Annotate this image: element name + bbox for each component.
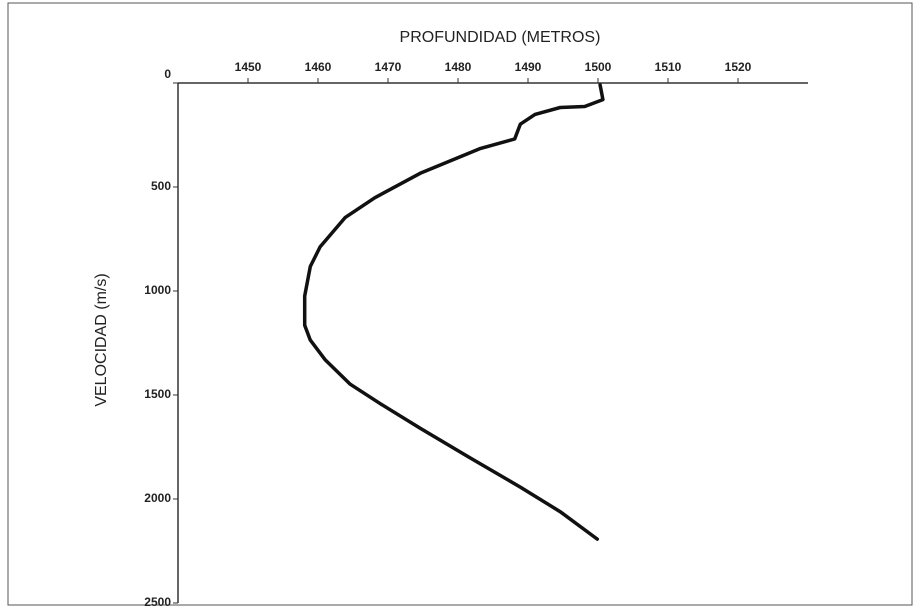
y-tick-label: 2500: [144, 595, 171, 609]
y-axis-label: VELOCIDAD (m/s): [93, 273, 110, 406]
y-tick-label: 1500: [144, 387, 171, 401]
x-tick-label: 1460: [305, 60, 332, 74]
frame: [7, 2, 913, 606]
y-tick-label: 2000: [144, 491, 171, 505]
x-tick-label: 1510: [655, 60, 682, 74]
x-tick-label: 1490: [515, 60, 542, 74]
x-tick-label: 1520: [725, 60, 752, 74]
x-tick-label: 1470: [375, 60, 402, 74]
y-tick-label: 500: [151, 179, 171, 193]
x-tick-label: 1500: [585, 60, 612, 74]
x-tick-label: 1450: [235, 60, 262, 74]
x-tick-label: 1480: [445, 60, 472, 74]
y-tick-label: 0: [164, 67, 171, 81]
chart-title: PROFUNDIDAD (METROS): [400, 29, 601, 46]
line: [302, 83, 605, 541]
y-tick-label: 1000: [144, 283, 171, 297]
